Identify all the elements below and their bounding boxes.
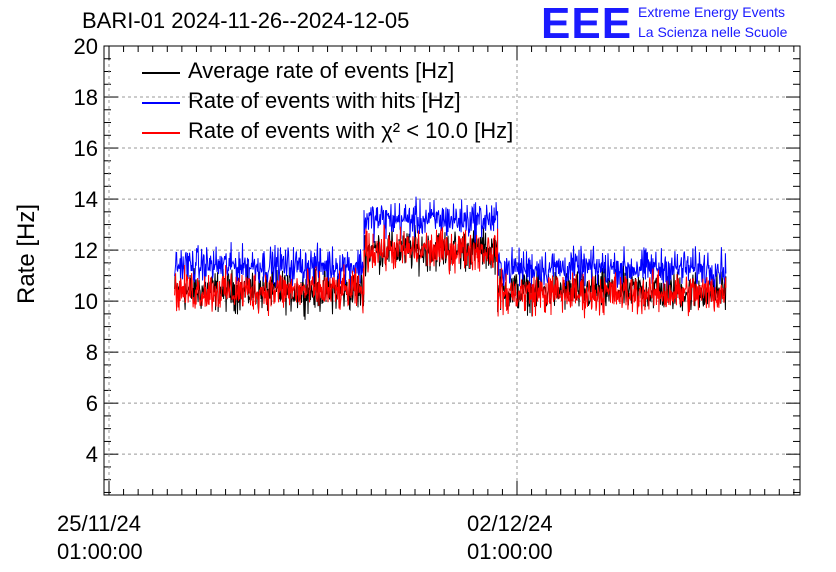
logo-caption-line2: La Scienza nelle Scuole: [638, 24, 788, 40]
legend-label-average: Average rate of events [Hz]: [188, 58, 455, 83]
logo-caption-line1: Extreme Energy Events: [638, 4, 786, 20]
y-tick-label: 6: [86, 391, 98, 416]
legend-swatch-hits: [142, 102, 180, 104]
eee-logo: EEE: [541, 0, 633, 48]
y-tick-label: 18: [74, 85, 98, 110]
y-tick-label: 20: [74, 34, 98, 59]
y-tick-label: 14: [74, 187, 98, 212]
plot-frame: [103, 45, 801, 496]
series-line-1: [174, 196, 727, 291]
legend-swatch-average: [142, 72, 180, 74]
y-axis-label: Rate [Hz]: [13, 203, 40, 305]
x-tick-label-1: 02/12/24 01:00:00: [467, 511, 553, 564]
x-tick-label-0: 25/11/24 01:00:00: [57, 511, 143, 564]
y-tick-label: 8: [86, 340, 98, 365]
y-tick-label: 10: [74, 289, 98, 314]
legend-swatch-chi2: [142, 132, 180, 134]
y-tick-label: 4: [86, 442, 98, 467]
y-tick-label: 16: [74, 136, 98, 161]
legend-label-hits: Rate of events with hits [Hz]: [188, 88, 461, 113]
series-line-2: [174, 224, 727, 319]
legend-label-chi2: Rate of events with χ² < 10.0 [Hz]: [188, 118, 514, 143]
y-tick-label: 12: [74, 238, 98, 263]
chart-title: BARI-01 2024-11-26--2024-12-05: [82, 8, 410, 33]
